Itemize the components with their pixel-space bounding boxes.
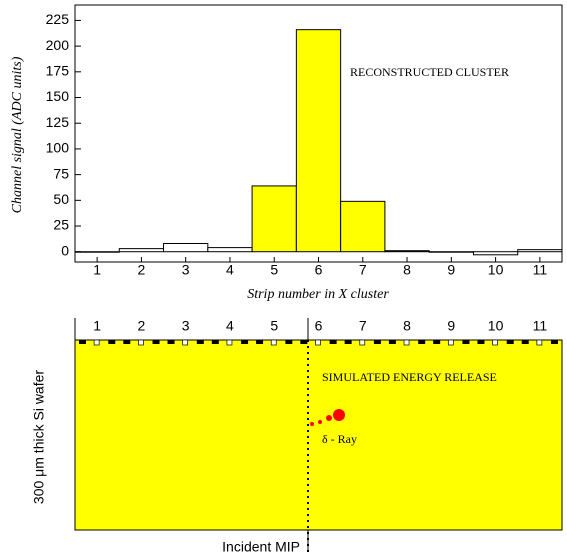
bar (118, 248, 165, 253)
strip-label: 8 (403, 318, 411, 334)
x-tick-label: 2 (138, 262, 146, 278)
wafer (74, 339, 563, 531)
bar (207, 247, 253, 253)
bar (384, 250, 430, 253)
strip (79, 340, 86, 344)
y-tick-label: 125 (46, 114, 70, 130)
strip-gap (492, 339, 498, 346)
strip-label: 7 (359, 318, 367, 334)
y-tick-label: 225 (46, 11, 70, 27)
plot-frame (74, 4, 563, 263)
delta-label: δ - Ray (322, 432, 357, 446)
strip-label: 10 (488, 318, 504, 334)
y-tick-label: 25 (53, 217, 69, 233)
bar (251, 185, 297, 253)
strip-gap (315, 339, 321, 346)
x-tick-label: 8 (403, 262, 411, 278)
y-tick-label: 100 (46, 140, 70, 156)
x-tick-label: 6 (315, 262, 323, 278)
strip (167, 340, 175, 344)
strip-gap (270, 339, 277, 346)
strip-label: 2 (138, 318, 146, 334)
x-tick-label: 1 (93, 262, 101, 278)
x-axis-label: Strip number in X cluster (247, 287, 389, 302)
strip (521, 340, 529, 344)
bar (517, 249, 563, 253)
strip (329, 340, 337, 344)
x-tick-label: 5 (270, 262, 278, 278)
strip (551, 340, 558, 344)
x-tick-label: 4 (226, 262, 234, 278)
bar (472, 251, 519, 256)
wafer-title: SIMULATED ENERGY RELEASE (322, 370, 497, 384)
strip (241, 340, 249, 344)
delta-dot (326, 415, 332, 421)
annotation: RECONSTRUCTED CLUSTER (350, 65, 509, 79)
strip (196, 340, 204, 344)
delta-dot (333, 409, 345, 421)
x-tick-label: 11 (533, 262, 548, 278)
strip (108, 340, 116, 344)
x-tick-label: 3 (182, 262, 190, 278)
strip (256, 340, 264, 344)
bar (163, 242, 209, 253)
strip (344, 340, 352, 344)
bar (340, 200, 386, 253)
track-label: Incident MIP (222, 539, 300, 555)
strip (123, 340, 131, 344)
y-tick-label: 200 (46, 37, 70, 53)
delta-dot (310, 422, 314, 426)
wafer-diagram: SIMULATED ENERGY RELEASE δ - Ray 300 μm … (31, 318, 563, 555)
strip-label: 9 (447, 318, 455, 334)
y-axis-label: Channel signal (ADC units) (10, 56, 25, 213)
strip (285, 340, 293, 344)
y-tick-label: 0 (61, 242, 69, 258)
strip (373, 340, 381, 344)
y-tick-label: 75 (53, 165, 69, 181)
strip-gap (138, 339, 144, 346)
strip-gap (226, 339, 233, 346)
strip-gap (447, 339, 454, 346)
strip-label: 3 (182, 318, 190, 334)
strip (477, 340, 485, 344)
strip-gap (359, 339, 366, 346)
wafer-y-label: 300 μm thick Si wafer (31, 370, 47, 504)
strip (211, 340, 219, 344)
strip (506, 340, 514, 344)
strip (462, 340, 470, 344)
y-tick-label: 150 (46, 88, 70, 104)
strip-gap (536, 339, 543, 346)
strip-gap (93, 339, 100, 346)
y-tick-label: 175 (46, 63, 70, 79)
strip (433, 340, 441, 344)
strip (300, 340, 308, 344)
strip-label: 6 (315, 318, 323, 334)
delta-dot (318, 420, 322, 424)
strip-label: 5 (270, 318, 278, 334)
x-tick-label: 9 (447, 262, 455, 278)
bar (428, 251, 474, 253)
strip (418, 340, 426, 344)
strip-label: 4 (226, 318, 234, 334)
strip (152, 340, 160, 344)
x-tick-label: 7 (359, 262, 367, 278)
strip-label: 1 (93, 318, 101, 334)
y-tick-label: 50 (53, 191, 69, 207)
strip-gap (403, 339, 410, 346)
bar (295, 29, 342, 253)
strip-gap (182, 339, 189, 346)
x-tick-label: 10 (488, 262, 504, 278)
strip-label: 11 (533, 318, 548, 334)
bar (74, 251, 120, 253)
strip (388, 340, 396, 344)
